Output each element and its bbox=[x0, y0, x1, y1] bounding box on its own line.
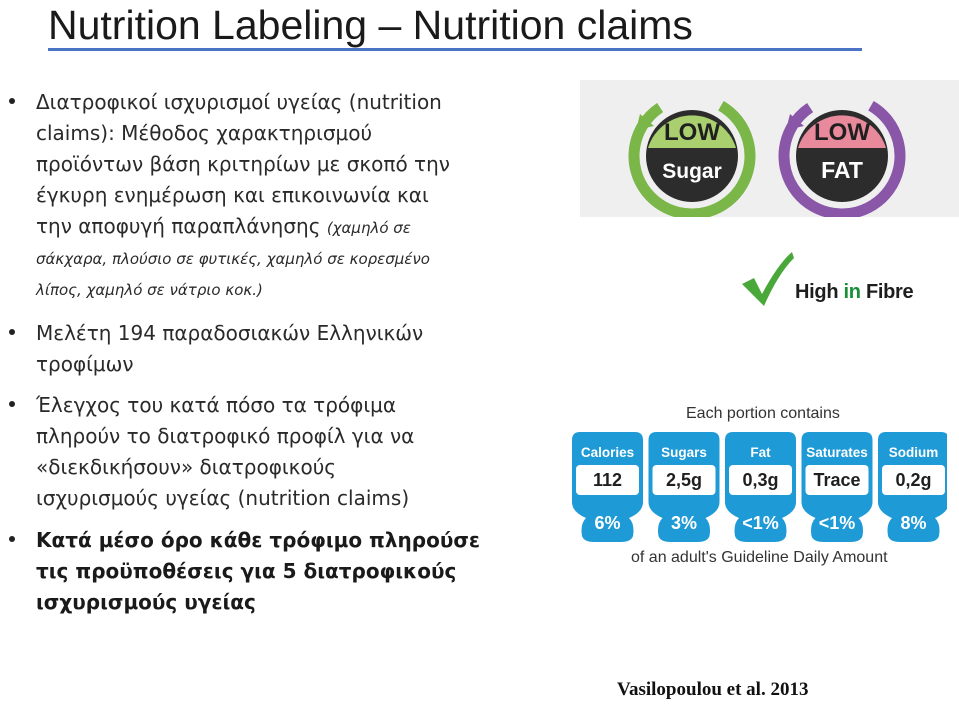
gda-nutrient-label: Fat bbox=[750, 445, 771, 460]
bullet-line: πληρούν το διατροφικό προφίλ για να bbox=[36, 424, 415, 448]
fibre-middle: in bbox=[843, 281, 861, 303]
bullet-dot bbox=[9, 329, 15, 335]
gda-amount: 0,3g bbox=[742, 470, 778, 490]
bullet-line: Μελέτη 194 παραδοσιακών Ελληνικών bbox=[36, 321, 424, 345]
gda-nutrient-label: Sugars bbox=[661, 445, 707, 460]
bullet-line: Διατροφικοί ισχυρισμοί υγείας (nutrition bbox=[36, 90, 442, 114]
low-badges-panel: LOW Sugar LOW FAT bbox=[580, 80, 959, 220]
bullet-nutrition-claims: Διατροφικοί ισχυρισμοί υγείας (nutrition… bbox=[9, 87, 450, 306]
gda-column: Saturates Trace <1% bbox=[801, 432, 873, 542]
bullet-line: claims): Μέθοδος χαρακτηρισμού bbox=[36, 121, 373, 145]
bullet-check: Έλεγχος του κατά πόσο τα τρόφιμα πληρούν… bbox=[9, 390, 415, 514]
bullet-line: Κατά μέσο όρο κάθε τρόφιμο πληρούσε bbox=[36, 528, 481, 552]
citation: Vasilopoulou et al. 2013 bbox=[617, 679, 809, 700]
gda-column: Sugars 2,5g 3% bbox=[648, 432, 720, 542]
fat-label: FAT bbox=[821, 157, 863, 183]
bullet-dot bbox=[9, 98, 15, 104]
bullet-line: Έλεγχος του κατά πόσο τα τρόφιμα bbox=[36, 393, 397, 417]
gda-nutrient-label: Saturates bbox=[806, 445, 868, 460]
bullet-line: προϊόντων βάση κριτηρίων με σκοπό την bbox=[36, 152, 450, 176]
gda-nutrient-label: Calories bbox=[581, 445, 634, 460]
fat-low-label: LOW bbox=[814, 119, 870, 146]
bullet-line: τροφίμων bbox=[36, 352, 134, 376]
bullet-dot bbox=[9, 536, 15, 542]
gda-amount-band bbox=[652, 465, 716, 495]
bullet-line: ισχυρισμούς υγείας bbox=[36, 590, 256, 614]
gda-amount: 112 bbox=[593, 470, 622, 490]
sugar-label: Sugar bbox=[662, 160, 722, 183]
bullet-line: «διεκδικήσουν» διατροφικούς bbox=[36, 455, 337, 479]
bullet-line: τις προϋποθέσεις για 5 διατροφικούς bbox=[36, 559, 457, 583]
sugar-arrow-icon bbox=[636, 114, 654, 130]
gda-amount-band bbox=[805, 465, 869, 495]
bullet-italic-line: σάκχαρα, πλούσιο σε φυτικές, χαμηλό σε κ… bbox=[36, 250, 430, 268]
bullet-italic-line: λίπος, χαμηλό σε νάτριο κοκ.) bbox=[36, 281, 263, 299]
bullet-dot bbox=[9, 401, 15, 407]
gda-amount: 0,2g bbox=[895, 470, 931, 490]
gda-amount-band bbox=[882, 465, 945, 495]
bullet-italic-inline: (χαμηλό σε bbox=[326, 219, 411, 237]
gda-header: Each portion contains bbox=[686, 405, 840, 422]
gda-percent: 6% bbox=[594, 513, 620, 533]
gda-percent: <1% bbox=[819, 513, 856, 533]
fibre-prefix: High bbox=[795, 281, 839, 303]
fibre-suffix: Fibre bbox=[865, 281, 914, 303]
gda-column: Fat 0,3g <1% bbox=[725, 432, 796, 542]
gda-column: Calories 112 6% bbox=[572, 432, 643, 542]
low-sugar-badge: LOW Sugar bbox=[628, 92, 756, 220]
gda-percent: 3% bbox=[671, 513, 697, 533]
gda-amount-band bbox=[576, 465, 639, 495]
page-title: Nutrition Labeling – Nutrition claims bbox=[48, 2, 693, 48]
title-underline bbox=[48, 48, 862, 51]
gda-nutrient-label: Sodium bbox=[889, 445, 939, 460]
gda-percent: 8% bbox=[900, 513, 926, 533]
bullet-line: την αποφυγή παραπλάνησης (χαμηλό σε bbox=[36, 211, 450, 244]
low-fat-badge: LOW FAT bbox=[778, 92, 906, 220]
sugar-disc-top bbox=[648, 115, 736, 148]
high-in-fibre-label: High in Fibre bbox=[795, 281, 914, 304]
bullet-line: έγκυρη ενημέρωση και επικοινωνία και bbox=[36, 183, 429, 207]
fat-disc-top bbox=[798, 115, 886, 148]
gda-amount: 2,5g bbox=[666, 470, 702, 490]
bullet-line: ισχυρισμούς υγείας (nutrition claims) bbox=[36, 486, 410, 510]
low-badges-graphic: LOW Sugar LOW FAT bbox=[628, 92, 906, 220]
gda-footer: of an adult's Guideline Daily Amount bbox=[631, 549, 888, 566]
bullet-study: Μελέτη 194 παραδοσιακών Ελληνικών τροφίμ… bbox=[9, 318, 424, 380]
check-icon bbox=[742, 252, 794, 306]
bullet-average: Κατά μέσο όρο κάθε τρόφιμο πληρούσε τις … bbox=[9, 525, 481, 618]
fat-arrow-icon bbox=[786, 114, 804, 130]
bullet-line-text: την αποφυγή παραπλάνησης bbox=[36, 214, 321, 238]
gda-column: Sodium 0,2g 8% bbox=[878, 432, 947, 542]
sugar-low-label: LOW bbox=[664, 119, 720, 146]
gda-columns: Calories1126%Sugars2,5g3%Fat0,3g<1%Satur… bbox=[572, 432, 947, 542]
gda-amount-band bbox=[729, 465, 792, 495]
gda-percent: <1% bbox=[742, 513, 779, 533]
gda-amount: Trace bbox=[813, 470, 860, 490]
